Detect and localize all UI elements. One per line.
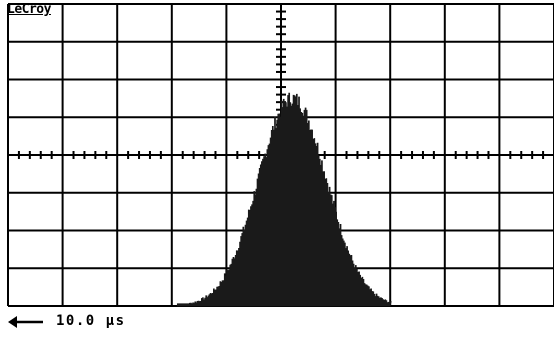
timebase-readout: 10.0 μs: [8, 311, 126, 331]
histogram-trace: [176, 92, 392, 307]
brand-logo: LeCroy: [7, 2, 51, 17]
left-arrow-icon: [8, 314, 44, 328]
timebase-value: 10.0 μs: [56, 313, 126, 329]
